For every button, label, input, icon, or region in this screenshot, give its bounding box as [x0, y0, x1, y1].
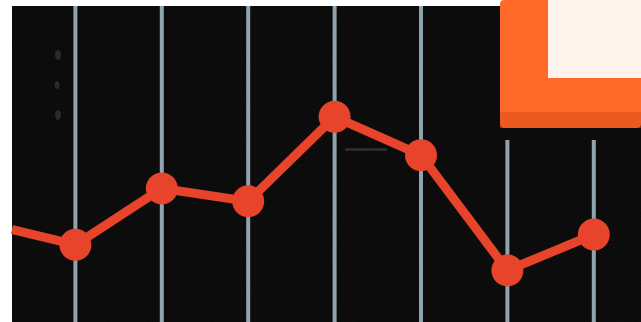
line-series [10, 100, 610, 287]
data-point [491, 254, 524, 287]
orange-tile [500, 0, 641, 128]
data-point [577, 218, 610, 251]
data-point [405, 139, 437, 172]
data-point [318, 100, 351, 133]
series-line [10, 112, 596, 275]
data-point [232, 185, 265, 218]
data-point [145, 172, 178, 205]
data-point [59, 228, 92, 261]
board-specks [54, 50, 387, 151]
grid-lines [73, 6, 596, 322]
